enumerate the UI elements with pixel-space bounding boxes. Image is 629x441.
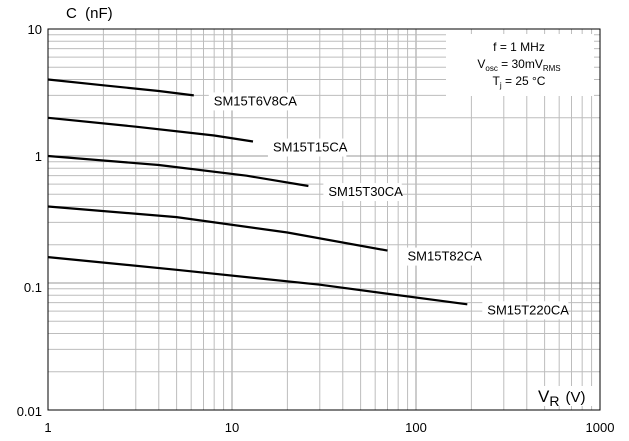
x-tick-label: 100 xyxy=(405,420,427,435)
series-label-bg xyxy=(208,92,295,111)
series-label: SM15T15CA xyxy=(273,140,348,155)
series-label: SM15T220CA xyxy=(487,302,569,317)
x-axis-label: VR (V) xyxy=(534,386,598,409)
y-tick-label: 0.01 xyxy=(17,404,42,419)
y-tick-label: 1 xyxy=(35,149,42,164)
series-line-sm15t6v8ca xyxy=(47,78,194,97)
svg-text:VR(V): VR (V) xyxy=(538,387,585,409)
condition-voltage: Vosc = 30mVRMS xyxy=(477,57,560,73)
y-tick-labels: 10 1 0.1 0.01 xyxy=(17,22,42,419)
y-tick-label: 0.1 xyxy=(24,280,42,295)
x-tick-label: 1 xyxy=(44,420,51,435)
y-axis-label: C (nF) xyxy=(66,5,113,22)
series-label-bg xyxy=(267,138,347,157)
x-tick-label: 1000 xyxy=(586,420,615,435)
series-label: SM15T30CA xyxy=(328,184,403,199)
x-axis-label-main: V xyxy=(538,387,550,406)
y-tick-label: 10 xyxy=(28,22,42,37)
condition-temperature: Tj = 25 °C xyxy=(493,74,546,90)
series-line-sm15t30ca xyxy=(47,154,309,188)
x-axis-label-sub: R xyxy=(549,393,559,409)
series-label: SM15T6V8CA xyxy=(214,93,297,108)
x-tick-label: 10 xyxy=(225,420,239,435)
condition-frequency: f = 1 MHz xyxy=(493,40,545,54)
plot-frame xyxy=(47,28,601,411)
series-line-sm15t82ca xyxy=(47,205,388,252)
series-line-sm15t15ca xyxy=(47,116,254,143)
series-label-bg xyxy=(323,183,402,202)
x-axis-label-unit: (V) xyxy=(565,389,585,406)
series-label-bg xyxy=(402,247,481,266)
series-label-bg xyxy=(482,301,569,320)
series-label: SM15T82CA xyxy=(407,249,482,264)
x-tick-labels: 1 10 100 1000 xyxy=(44,420,614,435)
series-line-sm15t220ca xyxy=(47,256,468,306)
series-labels: SM15T6V8CA SM15T15CA SM15T30CA SM15T82CA SM1… xyxy=(208,92,569,320)
conditions-box: f = 1 MHz Vosc = 30mVRMS Tj = 25 °C xyxy=(446,34,594,96)
series-curves xyxy=(47,78,468,306)
